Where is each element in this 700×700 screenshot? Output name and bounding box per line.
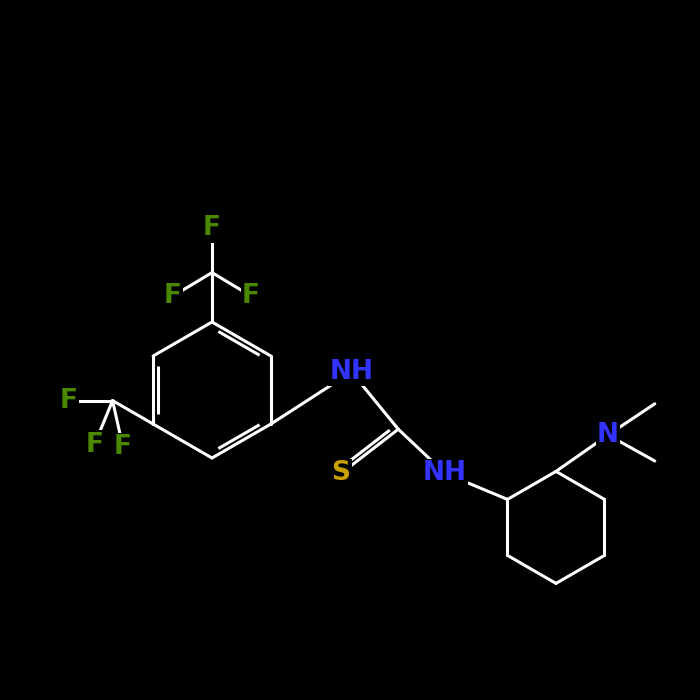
Text: NH: NH	[330, 359, 374, 385]
Text: F: F	[242, 283, 260, 309]
Text: F: F	[60, 388, 78, 414]
Text: S: S	[332, 461, 351, 486]
Text: NH: NH	[423, 461, 467, 486]
Text: N: N	[597, 422, 619, 448]
Text: F: F	[203, 216, 221, 241]
Text: F: F	[164, 283, 182, 309]
Text: F: F	[114, 435, 132, 461]
Text: F: F	[85, 432, 104, 458]
